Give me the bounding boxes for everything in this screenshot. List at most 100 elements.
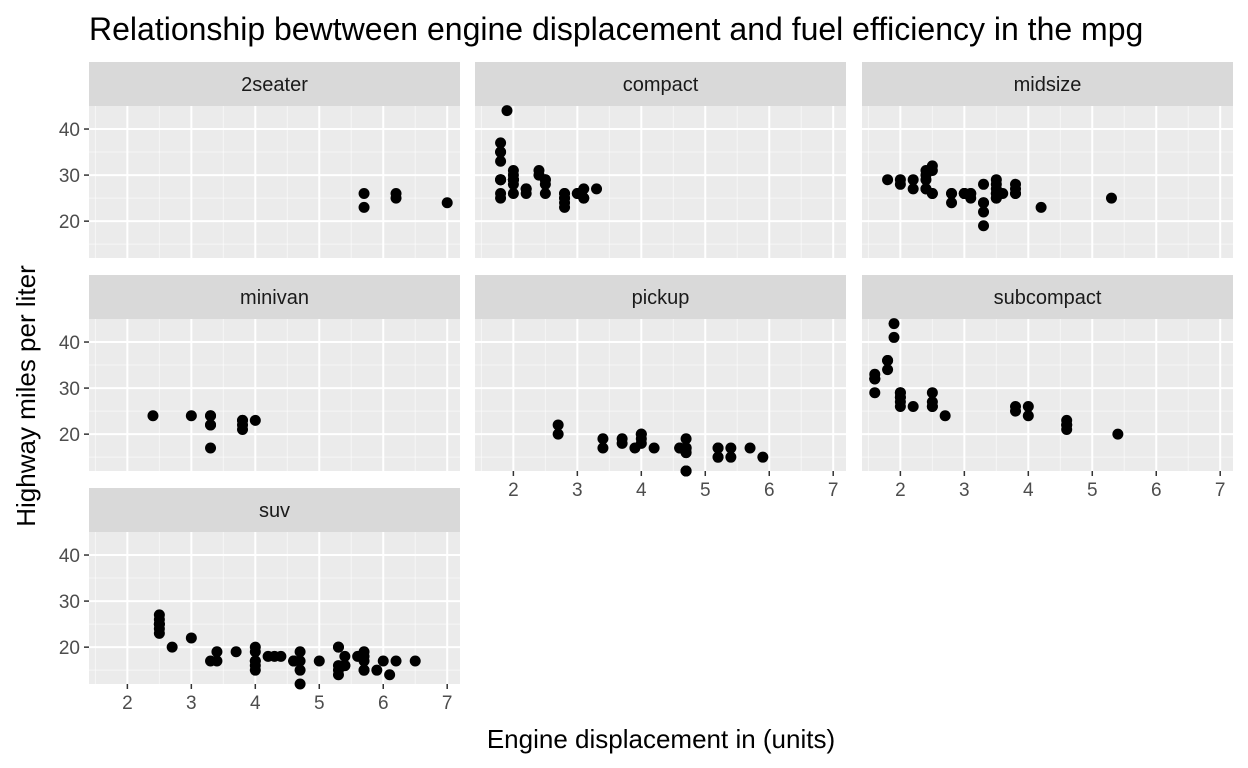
data-point: [907, 174, 919, 186]
y-tick-label: 20: [59, 638, 80, 659]
data-point: [939, 410, 951, 422]
y-tick-label: 30: [59, 592, 80, 613]
data-point: [907, 401, 919, 413]
facet-strip: [89, 62, 460, 106]
facet-compact: compact: [475, 62, 846, 258]
panel-background: [862, 319, 1233, 471]
data-point: [920, 174, 932, 186]
data-point: [571, 188, 583, 200]
data-point: [249, 641, 261, 653]
x-tick-label: 4: [1023, 480, 1034, 501]
data-point: [1112, 428, 1124, 440]
data-point: [559, 197, 571, 209]
data-point: [507, 188, 519, 200]
data-point: [332, 669, 344, 681]
data-point: [358, 650, 370, 662]
data-point: [597, 442, 609, 454]
data-point: [1010, 405, 1022, 417]
data-point: [990, 178, 1002, 190]
facet-strip-label: 2seater: [241, 74, 308, 96]
x-tick-label: 5: [1087, 480, 1098, 501]
data-point: [294, 664, 306, 676]
data-point: [1105, 192, 1117, 204]
y-tick-label: 20: [59, 212, 80, 233]
facet-midsize: midsize: [862, 62, 1233, 258]
data-point: [153, 609, 165, 621]
data-point: [869, 387, 881, 399]
data-point: [629, 442, 641, 454]
data-point: [539, 188, 551, 200]
data-point: [185, 410, 197, 422]
facet-strip: [89, 275, 460, 319]
x-tick-label: 3: [959, 480, 970, 501]
data-point: [495, 155, 507, 167]
data-point: [495, 174, 507, 186]
y-tick-label: 20: [59, 425, 80, 446]
data-point: [591, 183, 603, 195]
data-point: [894, 174, 906, 186]
y-tick-label: 30: [59, 166, 80, 187]
x-tick-label: 4: [250, 693, 261, 714]
x-tick-label: 2: [508, 480, 519, 501]
data-point: [313, 655, 325, 667]
data-point: [1022, 410, 1034, 422]
x-tick-label: 7: [1215, 480, 1226, 501]
x-tick-label: 3: [186, 693, 197, 714]
facet-suv: suv 20 30 40 2 3 4 5 6 7: [59, 488, 460, 714]
x-tick-label: 4: [636, 480, 647, 501]
facet-strip-label: suv: [259, 500, 290, 522]
data-point: [495, 137, 507, 149]
panel-background: [475, 319, 846, 471]
x-tick-label: 6: [1151, 480, 1162, 501]
data-point: [211, 655, 223, 667]
x-tick-label: 5: [700, 480, 711, 501]
x-tick-label: 2: [122, 693, 133, 714]
data-point: [907, 183, 919, 195]
data-point: [552, 428, 564, 440]
x-tick-label: 6: [378, 693, 389, 714]
data-point: [211, 646, 223, 658]
data-point: [377, 655, 389, 667]
data-point: [332, 641, 344, 653]
data-point: [409, 655, 421, 667]
facet-strip-label: midsize: [1014, 74, 1082, 96]
data-point: [147, 410, 159, 422]
data-point: [358, 201, 370, 213]
data-point: [990, 188, 1002, 200]
y-tick-label: 40: [59, 333, 80, 354]
chart-title: Relationship bewtween engine displacemen…: [89, 11, 1143, 47]
data-point: [946, 188, 958, 200]
data-point: [674, 442, 686, 454]
x-tick-label: 5: [314, 693, 325, 714]
data-point: [712, 451, 724, 463]
data-point: [539, 174, 551, 186]
panel-background: [89, 319, 460, 471]
facet-strip-label: minivan: [240, 287, 309, 309]
data-point: [882, 364, 894, 376]
data-point: [205, 442, 217, 454]
data-point: [978, 178, 990, 190]
data-point: [946, 197, 958, 209]
data-point: [744, 442, 756, 454]
data-point: [237, 419, 249, 431]
data-point: [926, 401, 938, 413]
data-point: [507, 174, 519, 186]
data-point: [978, 197, 990, 209]
data-point: [978, 220, 990, 232]
facet-minivan: minivan 20 30 40: [59, 275, 460, 471]
x-tick-label: 7: [442, 693, 453, 714]
data-point: [725, 442, 737, 454]
x-tick-label: 2: [895, 480, 906, 501]
facet-pickup: pickup 2 3 4 5 6 7: [475, 275, 846, 501]
data-point: [635, 433, 647, 445]
data-point: [597, 433, 609, 445]
data-point: [153, 623, 165, 635]
y-tick-label: 40: [59, 120, 80, 141]
facet-strip-label: compact: [623, 74, 699, 96]
data-point: [725, 451, 737, 463]
facet-strip: [475, 275, 846, 319]
data-point: [1010, 183, 1022, 195]
facet-2seater: 2seater 20 30 40: [59, 62, 460, 258]
data-point: [249, 660, 261, 672]
